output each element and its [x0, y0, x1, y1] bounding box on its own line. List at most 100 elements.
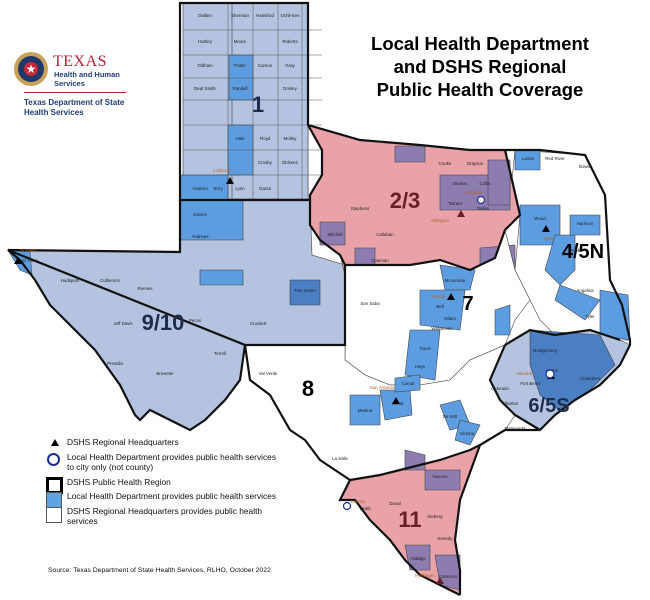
svg-text:Gray: Gray — [285, 63, 295, 68]
svg-text:Sherman: Sherman — [231, 13, 249, 18]
svg-text:Temple: Temple — [431, 294, 446, 299]
city-only-circle-icon — [476, 195, 486, 205]
city-labels: Lubbock El Paso Arlington Garland Tyler … — [20, 168, 553, 578]
source-note: Source: Texas Department of State Health… — [48, 567, 271, 574]
svg-text:Comal: Comal — [402, 381, 415, 386]
svg-text:Red River: Red River — [545, 156, 565, 161]
svg-text:Fort Bend: Fort Bend — [520, 381, 540, 386]
svg-text:Laredo: Laredo — [351, 499, 366, 504]
svg-text:Terrell: Terrell — [214, 351, 226, 356]
svg-text:Moore: Moore — [234, 39, 247, 44]
svg-text:Hale: Hale — [235, 136, 245, 141]
svg-text:Hansford: Hansford — [256, 13, 274, 18]
map-title: Local Health Department and DSHS Regiona… — [340, 32, 620, 101]
svg-text:Colorado: Colorado — [491, 386, 509, 391]
svg-text:El Paso: El Paso — [22, 258, 38, 263]
hq-triangle-icon — [542, 225, 550, 232]
region-label-7: 7 — [462, 293, 473, 315]
svg-text:Cameron: Cameron — [439, 574, 458, 579]
title-line-2: and DSHS Regional — [393, 56, 567, 77]
svg-text:Oldham: Oldham — [197, 63, 213, 68]
svg-text:Collin: Collin — [480, 181, 492, 186]
svg-text:El Paso: El Paso — [20, 248, 36, 253]
svg-text:Garza: Garza — [259, 186, 272, 191]
legend-item-hq: DSHS Regional Headquarters — [45, 437, 285, 448]
svg-text:Stephens: Stephens — [351, 206, 370, 211]
svg-text:Floyd: Floyd — [260, 136, 271, 141]
city-only-circle-icon — [342, 501, 352, 511]
svg-text:La Salle: La Salle — [332, 456, 348, 461]
svg-text:Duval: Duval — [389, 501, 400, 506]
hq-triangle-icon — [392, 397, 400, 404]
svg-text:Yoakum: Yoakum — [192, 186, 208, 191]
svg-text:Val Verde: Val Verde — [259, 371, 278, 376]
svg-text:Lamar: Lamar — [522, 156, 535, 161]
region-4-5n — [511, 149, 631, 341]
svg-text:Reeves: Reeves — [138, 286, 154, 291]
svg-text:Victoria: Victoria — [460, 431, 475, 436]
svg-text:Culberson: Culberson — [100, 278, 121, 283]
svg-text:Terry: Terry — [213, 186, 224, 191]
svg-text:Randall: Randall — [233, 86, 248, 91]
region-label-8: 8 — [302, 376, 314, 401]
svg-text:Hartley: Hartley — [198, 39, 213, 44]
svg-text:De Witt: De Witt — [443, 414, 458, 419]
hq-triangle-icon — [436, 577, 444, 584]
region-label-9-10: 9/10 — [142, 310, 185, 335]
svg-text:Motley: Motley — [284, 136, 298, 141]
city-only-circle-icon — [545, 369, 555, 379]
svg-text:Jeff Davis: Jeff Davis — [113, 321, 133, 326]
svg-text:Roberts: Roberts — [282, 39, 298, 44]
svg-text:Harlingen: Harlingen — [415, 573, 435, 578]
svg-text:Hays: Hays — [415, 364, 426, 369]
map-legend: DSHS Regional Headquarters Local Health … — [45, 437, 285, 531]
white-swatch — [46, 506, 62, 523]
svg-text:Arlington: Arlington — [431, 218, 450, 223]
svg-text:Deaf Smith: Deaf Smith — [194, 86, 216, 91]
svg-text:Williamson: Williamson — [431, 326, 453, 331]
region-label-11: 11 — [398, 507, 421, 532]
svg-text:Angelina: Angelina — [576, 288, 594, 293]
logo-divider — [24, 92, 126, 93]
region-borders — [7, 1, 632, 596]
texas-seal-icon: ★ — [14, 52, 48, 86]
region-label-4-5n: 4/5N — [562, 241, 604, 263]
logo-department-text: Texas Department of State Health Service… — [24, 98, 125, 117]
svg-text:McLennan: McLennan — [445, 278, 466, 283]
svg-text:Hudspeth: Hudspeth — [61, 278, 80, 283]
title-line-3: Public Health Coverage — [376, 79, 584, 100]
city-only-markers — [342, 195, 555, 511]
svg-text:Carson: Carson — [258, 63, 273, 68]
svg-text:Matagorda: Matagorda — [505, 426, 527, 431]
svg-text:Dickens: Dickens — [282, 160, 298, 165]
svg-text:Wharton: Wharton — [502, 401, 519, 406]
svg-text:Chambers: Chambers — [580, 376, 601, 381]
svg-text:Montgomery: Montgomery — [533, 348, 558, 353]
svg-text:Crosby: Crosby — [258, 160, 273, 165]
svg-text:Webb: Webb — [359, 506, 371, 511]
svg-text:Rusk: Rusk — [570, 248, 581, 253]
svg-text:Potter: Potter — [234, 63, 246, 68]
svg-text:Denton: Denton — [453, 181, 468, 186]
svg-text:Tom Green: Tom Green — [294, 288, 316, 293]
svg-text:Presidio: Presidio — [107, 361, 123, 366]
svg-text:San Antonio: San Antonio — [370, 385, 395, 390]
svg-text:Garland: Garland — [465, 190, 482, 195]
svg-text:Kenedy: Kenedy — [438, 536, 454, 541]
hq-triangle-icon — [226, 177, 234, 184]
svg-text:Tyler: Tyler — [543, 236, 553, 241]
svg-text:Gaines: Gaines — [193, 212, 208, 217]
svg-text:Tyler: Tyler — [585, 314, 595, 319]
region-label-6-5s: 6/5S — [528, 395, 569, 417]
svg-text:Brewster: Brewster — [156, 371, 174, 376]
svg-text:Nueces: Nueces — [433, 474, 449, 479]
svg-text:Bowie: Bowie — [579, 164, 592, 169]
svg-text:Hidalgo: Hidalgo — [411, 556, 426, 561]
svg-text:Lubbock: Lubbock — [213, 168, 231, 173]
svg-text:San Saba: San Saba — [360, 301, 380, 306]
svg-text:Donley: Donley — [283, 86, 297, 91]
svg-text:Coleman: Coleman — [371, 258, 389, 263]
svg-text:Grayson: Grayson — [467, 161, 484, 166]
hq-triangle-icon — [447, 293, 455, 300]
